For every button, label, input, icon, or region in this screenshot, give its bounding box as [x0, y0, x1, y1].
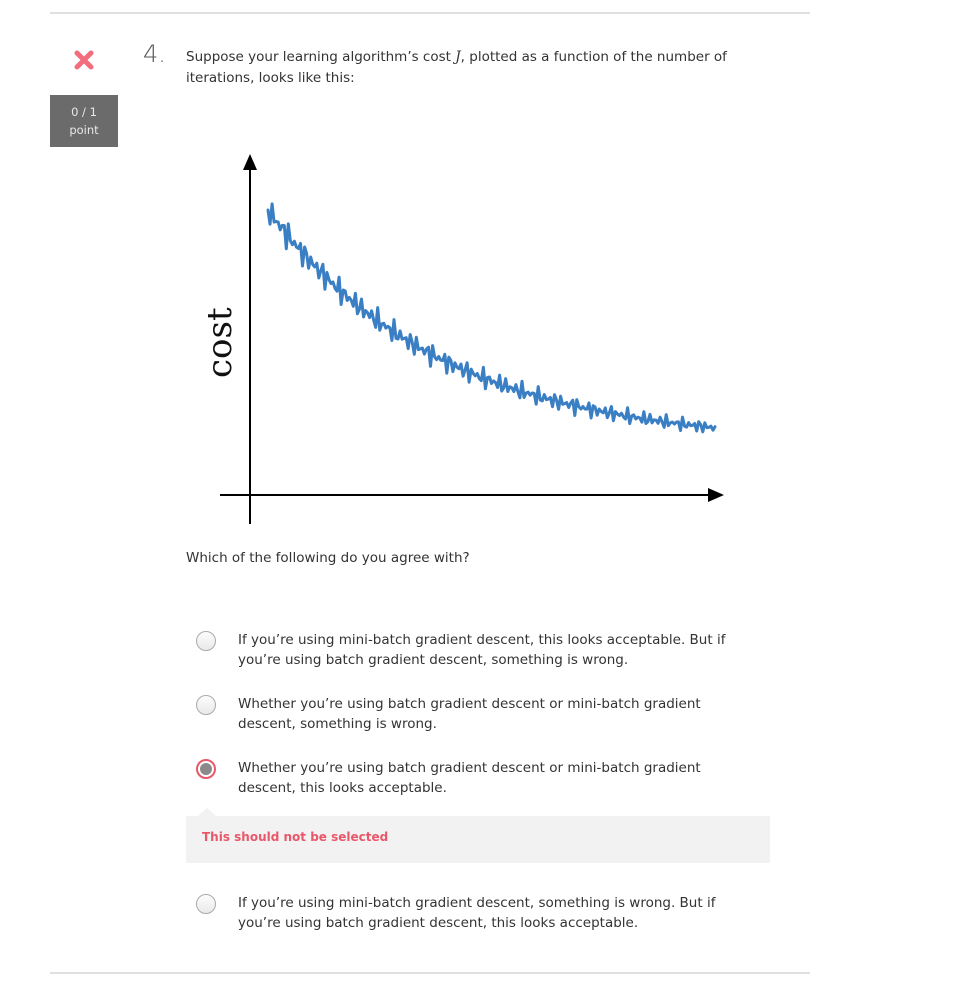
score-badge: 0 / 1 point	[50, 95, 118, 147]
bottom-divider	[50, 972, 810, 974]
math-symbol-j: J	[455, 49, 461, 65]
radio-button-option-3-selected[interactable]	[196, 759, 216, 779]
radio-button-option-2[interactable]	[196, 695, 216, 715]
cost-curve	[266, 202, 717, 434]
y-axis-arrowhead	[243, 154, 257, 170]
cost-curve-figure: cost	[200, 154, 724, 524]
answer-option-2[interactable]: Whether you’re using batch gradient desc…	[186, 694, 770, 736]
feedback-box: This should not be selected	[186, 808, 770, 863]
option-1-label: If you’re using mini-batch gradient desc…	[238, 632, 726, 668]
option-3-label: Whether you’re using batch gradient desc…	[238, 760, 701, 796]
question-text: Suppose your learning algorithm’s cost J…	[186, 47, 746, 89]
option-4-label: If you’re using mini-batch gradient desc…	[238, 895, 716, 931]
question-text-part2: , plotted as a function of the number of…	[186, 49, 727, 86]
answer-option-3[interactable]: Whether you’re using batch gradient desc…	[186, 758, 770, 800]
score-value: 0 / 1	[71, 105, 97, 119]
radio-button-option-4[interactable]	[196, 894, 216, 914]
x-axis-arrowhead	[708, 488, 724, 502]
answer-option-4[interactable]: If you’re using mini-batch gradient desc…	[186, 893, 770, 935]
top-divider	[50, 12, 810, 14]
radio-button-option-1[interactable]	[196, 631, 216, 651]
incorrect-x-icon	[74, 50, 94, 70]
y-axis-label: cost	[200, 307, 240, 378]
question-prompt: Which of the following do you agree with…	[186, 550, 470, 566]
question-text-part1: Suppose your learning algorithm’s cost	[186, 49, 456, 65]
question-number: 4.	[143, 40, 166, 68]
feedback-message: This should not be selected	[202, 830, 389, 844]
option-2-label: Whether you’re using batch gradient desc…	[238, 696, 701, 732]
answer-option-1[interactable]: If you’re using mini-batch gradient desc…	[186, 630, 770, 672]
score-unit: point	[69, 123, 99, 137]
